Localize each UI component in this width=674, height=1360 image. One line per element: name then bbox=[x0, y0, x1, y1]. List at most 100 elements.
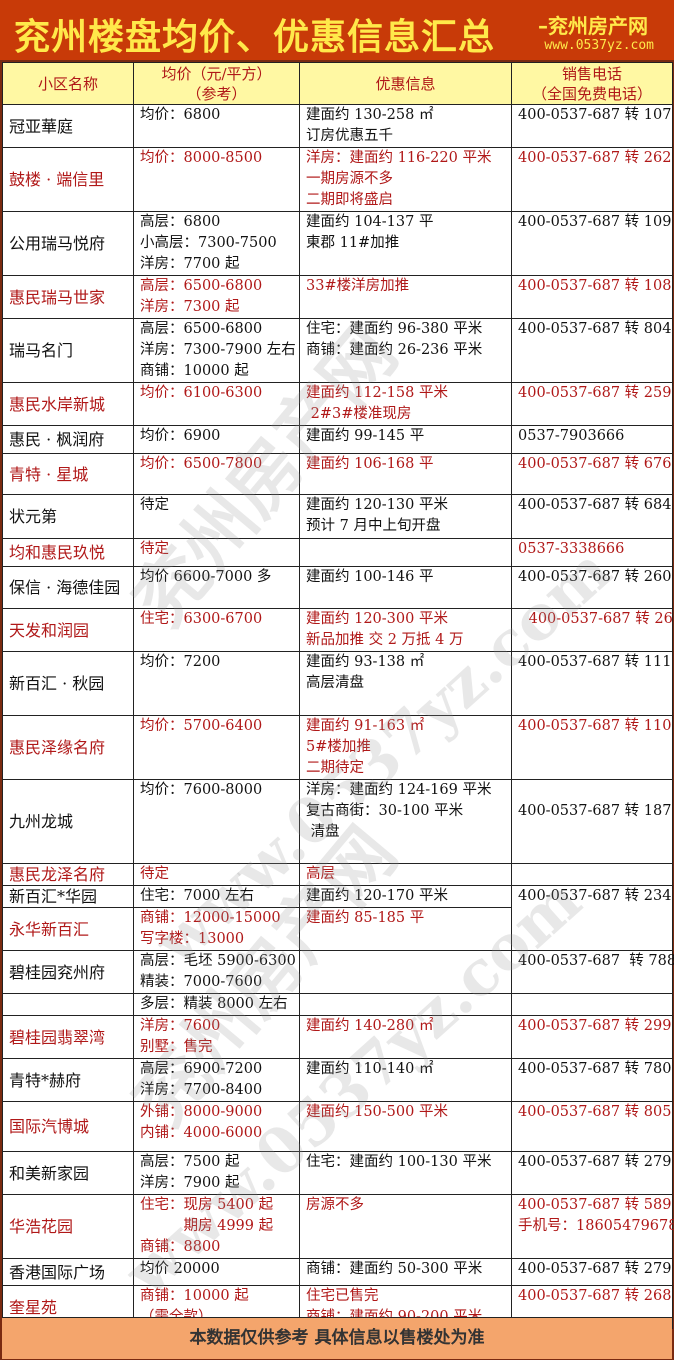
price-cell: 住宅：现房 5400 起 期房 4999 起商铺：8800 bbox=[133, 1194, 300, 1259]
property-name: 和美新家园 bbox=[2, 1151, 134, 1195]
cell-line: 400-0537-687 转 788 bbox=[518, 953, 674, 969]
phone-cell: 400-0537-687 转 780 bbox=[511, 1058, 673, 1102]
cell-line: 均价：7600-8000 bbox=[140, 782, 263, 798]
cell-line: 商铺：12000-15000 bbox=[140, 910, 281, 926]
cell-line: 洋房：7600 bbox=[140, 1018, 221, 1034]
cell-line: 建面约 104-137 平 bbox=[306, 214, 434, 230]
cell-line: 待定 bbox=[140, 866, 169, 882]
table-row: 青特 · 星城 均价：6500-7800 建面约 106-168 平 400-0537… bbox=[2, 453, 673, 495]
phone-cell: 400-0537-687 转 804 bbox=[511, 318, 673, 383]
cell-line: 高层：6500-6800 bbox=[140, 321, 263, 337]
offer-cell: 建面约 104-137 平東郡 11#加推 bbox=[299, 211, 512, 276]
cell-line: 住宅已售完 bbox=[306, 1288, 379, 1304]
cell-line: 商铺：10000 起 bbox=[140, 1288, 249, 1304]
offer-cell: 房源不多 bbox=[299, 1194, 512, 1259]
table-row: 惠民 · 枫润府 均价：6900 建面约 99-145 平 0537-7903666 bbox=[2, 425, 673, 454]
cell-line: 待定 bbox=[140, 541, 169, 557]
table-row: 香港国际广场 均价 20000 商铺：建面约 50-300 平米 400-0537-6… bbox=[2, 1258, 673, 1286]
table-row: 碧桂园翡翠湾 洋房：7600 别墅：售完 建面约 140-280 ㎡ 400-0537-… bbox=[2, 1015, 673, 1059]
cell-line: 建面约 99-145 平 bbox=[306, 428, 425, 444]
table-row: 惠民瑞马世家 高层：6500-6800 洋房：7300 起 33#楼洋房加推 400-0… bbox=[2, 275, 673, 319]
col-header-price: 均价（元/平方） （参考） bbox=[133, 62, 300, 105]
cell-line: 2#3#楼准现房 bbox=[306, 406, 412, 422]
cell-line: 建面约 120-300 平米 bbox=[306, 611, 448, 627]
table-row: 碧桂园兖州府 高层：毛坯 5900-6300 精装：7000-7600 400-053… bbox=[2, 950, 674, 994]
title-bar: 兖州楼盘均价、优惠信息汇总 –兖州房产网 www.0537yz.com bbox=[0, 0, 674, 62]
cell-line: 5#楼加推 bbox=[306, 739, 371, 755]
price-cell: 均价：6100-6300 bbox=[133, 382, 300, 426]
cell-line: 高层清盘 bbox=[306, 675, 364, 691]
price-cell: 高层：7500 起洋房：7900 起 bbox=[133, 1151, 300, 1195]
phone-cell: 400-0537-687 转 299 bbox=[511, 1015, 673, 1059]
cell-line: 预计 7 月中上旬开盘 bbox=[306, 518, 441, 534]
price-cell: 商铺：12000-15000 写字楼：13000 bbox=[133, 907, 300, 951]
col-header-phone: 销售电话 （全国免费电话） bbox=[511, 62, 673, 105]
property-name: 新百汇*华园 bbox=[2, 885, 134, 908]
cell-line: 一期房源不多 bbox=[306, 171, 393, 187]
price-cell: 均价 6600-7000 多 bbox=[133, 566, 300, 609]
phone-cell: 400-0537-687 转 265 bbox=[511, 608, 674, 652]
cell-line: 400-0537-687 转 111 bbox=[518, 654, 672, 670]
price-cell: 住宅：7000 左右 bbox=[133, 885, 300, 908]
price-cell: 均价：6500-7800 bbox=[133, 453, 300, 495]
cell-line: 订房优惠五千 bbox=[306, 128, 393, 144]
cell-line: 400-0537-687 转 780 bbox=[518, 1061, 672, 1077]
cell-line: 建面约 93-138 ㎡ bbox=[306, 654, 425, 670]
property-name: 新百汇 · 秋园 bbox=[2, 651, 134, 716]
cell-line: 均价 20000 bbox=[140, 1261, 220, 1277]
phone-cell: 400-0537-687 转 589 手机号：18605479678 bbox=[511, 1194, 674, 1259]
cell-line: 别墅：售完 bbox=[140, 1039, 213, 1055]
phone-cell: 400-0537-687 转 110 bbox=[511, 715, 673, 780]
cell-line: 住宅：建面约 100-130 平米 bbox=[306, 1154, 492, 1170]
cell-line: 均价：7200 bbox=[140, 654, 221, 670]
phone-cell: 400-0537-687 转 107 bbox=[511, 104, 673, 148]
phone-cell: 400-0537-687 转 260 bbox=[511, 566, 673, 609]
phone-cell: 400-0537-687 转 262 bbox=[511, 147, 673, 212]
table-row: 惠民龙泽名府 待定 高层 bbox=[2, 863, 673, 886]
table-row: 国际汽博城 外铺：8000-9000 内铺：4000-6000 建面约 150-500… bbox=[2, 1101, 673, 1152]
property-name: 惠民泽缘名府 bbox=[2, 715, 134, 780]
cell-line: 房源不多 bbox=[306, 1197, 364, 1213]
phone-cell: 400-0537-687 转 108 bbox=[511, 275, 673, 319]
property-name: 均和惠民玖悦 bbox=[2, 538, 134, 567]
cell-line: 建面约 85-185 平 bbox=[306, 910, 425, 926]
offer-cell: 建面约 85-185 平 bbox=[299, 907, 512, 951]
price-cell: 均价：8000-8500 bbox=[133, 147, 300, 212]
offer-cell: 建面约 120-170 平米 bbox=[299, 885, 512, 908]
property-name: 香港国际广场 bbox=[2, 1258, 134, 1286]
offer-cell: 建面约 100-146 平 bbox=[299, 566, 512, 609]
price-cell: 均价：6900 bbox=[133, 425, 300, 454]
offer-cell bbox=[299, 993, 512, 1016]
cell-line: 均价 6600-7000 多 bbox=[140, 569, 272, 585]
property-name: 华浩花园 bbox=[2, 1194, 134, 1259]
table-row: 状元第 待定 建面约 120-130 平米 预计 7 月中上旬开盘 400-0537-6… bbox=[2, 494, 673, 539]
property-name: 碧桂园翡翠湾 bbox=[2, 1015, 134, 1059]
phone-cell bbox=[511, 993, 673, 1016]
cell-line: 洋房：7300 起 bbox=[140, 299, 240, 315]
cell-line: 400-0537-687 转 279 bbox=[518, 1154, 672, 1170]
phone-cell: 400-0537-687 转 676 bbox=[511, 453, 673, 495]
cell-line: 洋房：7700-8400 bbox=[140, 1082, 263, 1098]
table-row: 惠民泽缘名府 均价：5700-6400 建面约 91-163 ㎡ 5#楼加推 二期待定 4… bbox=[2, 715, 673, 780]
property-name: 鼓楼 · 端信里 bbox=[2, 147, 134, 212]
price-cell: 均价：7600-8000 bbox=[133, 779, 300, 864]
cell-line: 400-0537-687 转 676 bbox=[518, 456, 672, 472]
cell-line: 高层：6800 bbox=[140, 214, 221, 230]
cell-line: 0537-7903666 bbox=[518, 428, 625, 444]
property-name: 永华新百汇 bbox=[2, 907, 134, 951]
table-row: 青特*赫府 高层：6900-7200 洋房：7700-8400 建面约 110-140… bbox=[2, 1058, 673, 1102]
property-name: 冠亚華庭 bbox=[2, 104, 134, 148]
cell-line: 洋房：7700 起 bbox=[140, 256, 240, 272]
cell-line: 33#楼洋房加推 bbox=[306, 278, 410, 294]
cell-line: 建面约 91-163 ㎡ bbox=[306, 718, 425, 734]
cell-line: 住宅：7000 左右 bbox=[140, 888, 255, 904]
offer-cell: 洋房：建面约 116-220 平米 一期房源不多 二期即将盛启 bbox=[299, 147, 512, 212]
cell-line: 建面约 150-500 平米 bbox=[306, 1104, 448, 1120]
cell-line: 400-0537-687 转 107 bbox=[518, 107, 672, 123]
price-cell: 待定 bbox=[133, 494, 300, 539]
offer-cell: 建面约 150-500 平米 bbox=[299, 1101, 512, 1152]
phone-cell: 0537-3338666 bbox=[511, 538, 673, 567]
price-cell: 高层：6800 小高层：7300-7500 洋房：7700 起 bbox=[133, 211, 300, 276]
